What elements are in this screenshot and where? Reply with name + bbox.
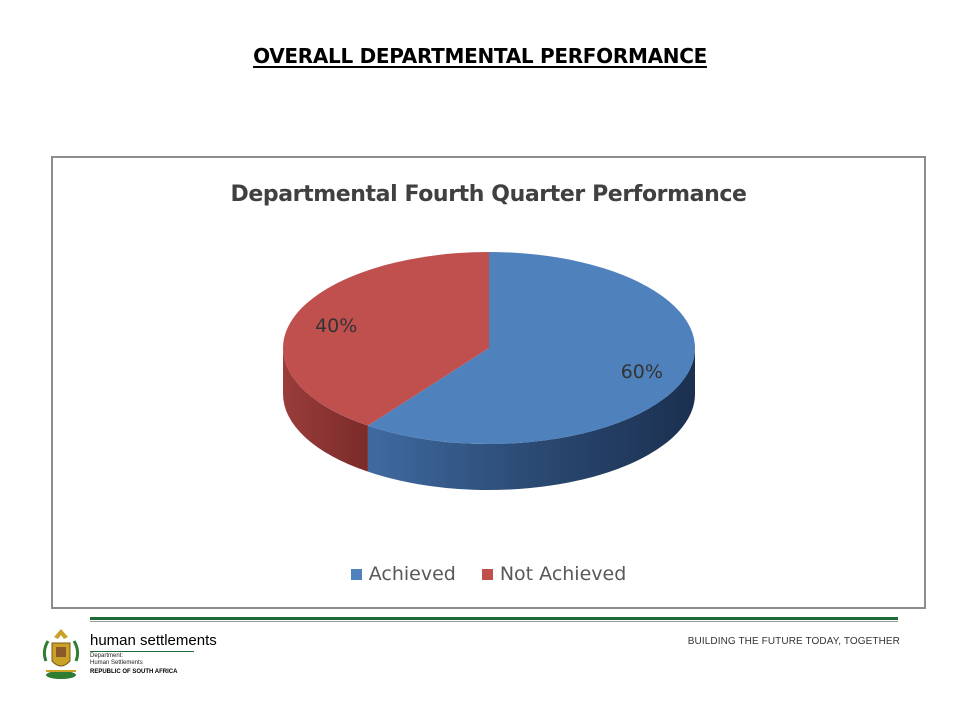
brand-divider [90, 651, 194, 652]
department-line-2: Human Settlements [90, 660, 143, 666]
legend-swatch-not-achieved [481, 568, 493, 580]
country-label: REPUBLIC OF SOUTH AFRICA [90, 669, 178, 675]
brand-name: human settlements [90, 632, 217, 649]
coat-of-arms-logo [42, 629, 80, 679]
legend-item-achieved: Achieved [350, 563, 456, 585]
legend-label-not-achieved: Not Achieved [499, 563, 627, 585]
footer-rule-secondary [90, 621, 898, 622]
data-label-achieved: 60% [621, 361, 663, 383]
footer-rule [90, 617, 898, 620]
department-line-1: Department: [90, 653, 124, 659]
department-label: Department: Human Settlements [90, 653, 143, 667]
pie-side-achieved [367, 348, 695, 490]
pie-chart: 60% 40% [283, 252, 695, 490]
data-label-not-achieved: 40% [315, 315, 357, 337]
legend-swatch-achieved [350, 568, 362, 580]
pie-slice-not-achieved [283, 252, 489, 426]
pie-side-not-achieved [283, 348, 368, 472]
tagline: BUILDING THE FUTURE TODAY, TOGETHER [687, 636, 900, 647]
chart-legend: Achieved Not Achieved [53, 563, 924, 585]
chart-title: Departmental Fourth Quarter Performance [230, 182, 747, 207]
legend-item-not-achieved: Not Achieved [481, 563, 627, 585]
slide-title: OVERALL DEPARTMENTAL PERFORMANCE [253, 44, 707, 68]
legend-label-achieved: Achieved [368, 563, 456, 585]
pie-slice-achieved [367, 252, 695, 444]
chart-frame: Departmental Fourth Quarter Performance … [51, 156, 926, 609]
